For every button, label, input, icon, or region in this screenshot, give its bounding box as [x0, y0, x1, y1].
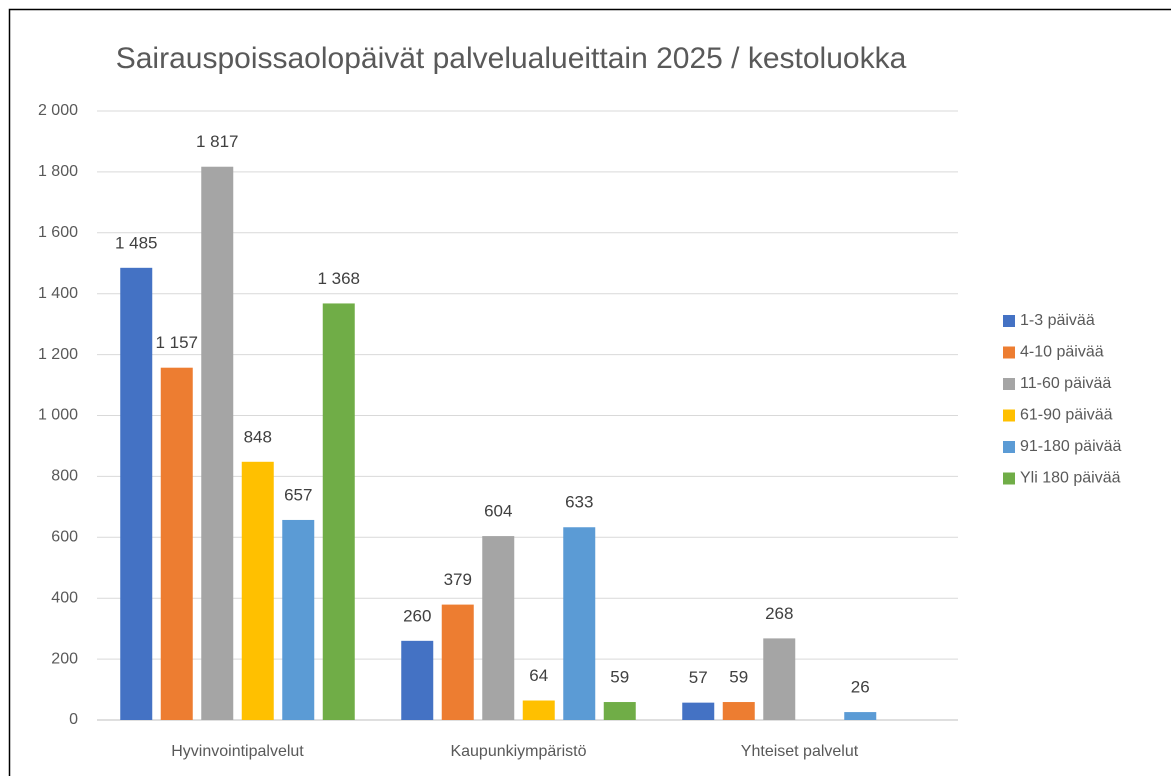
legend-label: 61-90 päivää: [1020, 407, 1113, 424]
bar: [322, 303, 355, 720]
legend-label: 11-60 päivää: [1020, 375, 1111, 392]
bar: [722, 702, 755, 720]
legend-label: 4-10 päivää: [1020, 344, 1104, 361]
bar: [844, 712, 877, 720]
bar: [241, 461, 274, 720]
bar: [763, 638, 796, 720]
bar: [482, 536, 515, 720]
bar: [401, 640, 434, 720]
bar: [682, 702, 715, 720]
data-label: 633: [565, 493, 593, 512]
legend-swatch: [1003, 409, 1015, 422]
bar: [563, 527, 596, 720]
y-tick-label: 1 400: [38, 285, 78, 302]
y-tick-label: 1 000: [38, 407, 78, 424]
x-tick-label: Yhteiset palvelut: [741, 743, 859, 760]
y-tick-label: 200: [51, 650, 78, 667]
data-label: 657: [284, 485, 312, 504]
legend-label: Yli 180 päivää: [1020, 470, 1121, 487]
x-tick-label: Kaupunkiympäristö: [450, 743, 586, 760]
chart-title: Sairauspoissaolopäivät palvelualueittain…: [116, 42, 907, 75]
data-label: 57: [689, 668, 708, 687]
y-tick-label: 600: [51, 529, 78, 546]
legend-swatch: [1003, 472, 1015, 485]
data-label: 848: [244, 427, 272, 446]
data-label: 260: [403, 606, 431, 625]
legend-label: 91-180 päivää: [1020, 438, 1122, 455]
y-tick-label: 0: [69, 711, 78, 728]
legend-swatch: [1003, 441, 1015, 453]
data-label: 379: [444, 570, 472, 589]
y-tick-label: 1 200: [38, 346, 78, 363]
legend-swatch: [1003, 315, 1015, 327]
bar: [603, 702, 636, 720]
bar: [282, 519, 315, 720]
data-label: 59: [729, 668, 748, 687]
bar: [201, 166, 234, 720]
legend-label: 1-3 päivää: [1020, 312, 1095, 329]
y-tick-label: 1 600: [38, 224, 78, 241]
bar: [441, 604, 474, 720]
legend-swatch: [1003, 346, 1015, 359]
data-label: 26: [851, 678, 870, 697]
y-tick-label: 800: [51, 468, 78, 485]
bar: [120, 267, 153, 720]
y-tick-label: 400: [51, 589, 78, 606]
data-label: 1 485: [115, 233, 158, 252]
data-label: 1 157: [155, 333, 198, 352]
x-tick-label: Hyvinvointipalvelut: [171, 743, 304, 760]
data-label: 268: [765, 604, 793, 623]
data-label: 1 368: [317, 269, 360, 288]
bar: [522, 700, 555, 720]
bar: [160, 367, 193, 720]
y-tick-label: 2 000: [38, 102, 78, 119]
data-label: 1 817: [196, 132, 239, 151]
data-label: 64: [529, 666, 548, 685]
y-tick-label: 1 800: [38, 163, 78, 180]
data-label: 59: [610, 668, 629, 687]
data-label: 604: [484, 502, 512, 521]
legend-swatch: [1003, 378, 1015, 390]
